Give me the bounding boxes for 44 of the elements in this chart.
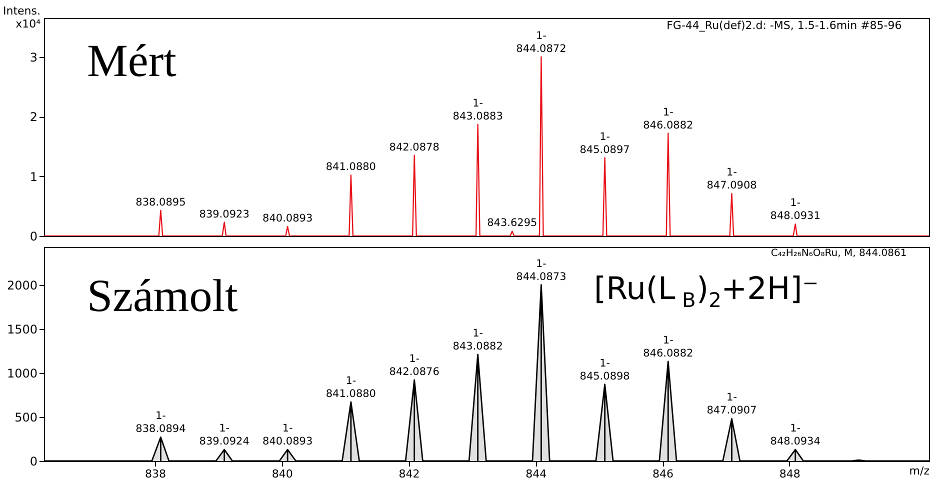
annotation: 1- 844.0872 (516, 30, 566, 55)
annotation: 1- 841.0880 (326, 374, 376, 400)
annotation: 1- 843.0882 (452, 327, 503, 352)
annotation: Számolt (87, 270, 238, 321)
annotation: 1- 838.0894 (136, 410, 186, 436)
annotation: 1- 843.0883 (452, 97, 503, 122)
x-tick-label: 846 (652, 468, 674, 480)
annotation: 840.0893 (262, 212, 313, 224)
y-tick-label: 2 (30, 110, 38, 124)
annotation: FG-44_Ru(def)2.d: -MS, 1.5-1.6min #85-96 (666, 19, 902, 32)
annotation: 1- 848.0931 (770, 197, 820, 222)
x-tick-label: 842 (398, 468, 420, 480)
annotation: 1- 840.0893 (262, 422, 313, 448)
annotation: 1- 848.0934 (770, 422, 821, 448)
annotation: 838.0895 (136, 196, 186, 208)
y-axis-title: Intens. x10⁴ (3, 4, 42, 30)
annotation: 1- 839.0924 (199, 422, 250, 448)
annotation: 1- 845.0898 (580, 357, 630, 382)
annotation: 842.0878 (389, 141, 440, 154)
y-tick-label: 1 (30, 170, 38, 184)
annotation: 841.0880 (326, 161, 376, 174)
x-tick-label: 840 (272, 468, 293, 480)
y-tick-label: 2000 (6, 278, 38, 292)
annotation: 1- 846.0882 (643, 334, 694, 360)
x-tick-label: 844 (526, 468, 547, 480)
y-tick-label: 500 (14, 410, 38, 424)
x-tick-label: 848 (779, 468, 800, 480)
y-tick-label: 0 (30, 454, 38, 468)
annotation: 1- 844.0873 (516, 258, 566, 283)
annotation: C₄₂H₂₆N₆O₈Ru, M, 844.0861 (770, 248, 907, 259)
y-tick-label: 3 (30, 50, 38, 64)
annotation: 1- 842.0876 (389, 352, 440, 378)
annotation: 1- 847.0907 (706, 392, 757, 417)
x-axis-title: m/z (909, 464, 930, 478)
annotation: 839.0923 (199, 208, 250, 220)
y-tick-label: 1000 (6, 366, 38, 380)
y-tick-label: 0 (30, 230, 38, 244)
x-tick-label: 838 (145, 468, 166, 480)
annotation: 1- 847.0908 (706, 166, 757, 192)
annotation: 1- 846.0882 (643, 106, 694, 132)
annotation: 1- 845.0897 (580, 130, 630, 156)
annotation: Mért (87, 35, 177, 86)
y-tick-label: 1500 (6, 322, 38, 336)
annotation: 843.6295 (487, 217, 538, 230)
